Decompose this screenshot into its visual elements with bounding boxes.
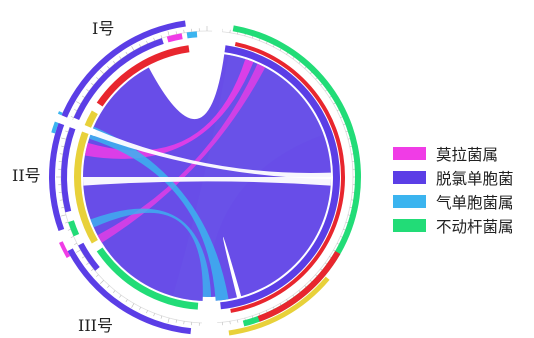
tick-mark xyxy=(61,207,65,209)
legend: 莫拉菌属 脱氯单胞菌 气单胞菌属 不动杆菌属 xyxy=(393,142,514,238)
legend-item-moraxella: 莫拉菌属 xyxy=(393,142,514,165)
legend-swatch xyxy=(393,219,426,232)
tick-mark xyxy=(107,285,110,288)
legend-swatch xyxy=(393,171,426,184)
tick-mark xyxy=(160,315,163,319)
ribbon-aeromonas-ii-iii xyxy=(89,126,229,301)
tick-mark xyxy=(167,317,170,323)
tick-mark xyxy=(139,44,141,48)
legend-label: 脱氯单胞菌 xyxy=(436,169,514,188)
tick-mark xyxy=(146,40,148,44)
arc-outer-magenta-left xyxy=(59,241,71,258)
group-label-ii: II号 xyxy=(12,166,41,185)
group-arcs xyxy=(48,9,361,338)
arc-gap-bottom xyxy=(201,296,219,338)
arc-outer-yellow-right xyxy=(228,276,330,336)
tick-mark xyxy=(175,319,177,323)
tick-mark xyxy=(131,46,135,51)
tick-mark xyxy=(100,280,104,284)
tick-mark xyxy=(76,249,81,253)
tick-mark xyxy=(167,31,170,37)
arc-inner-red-upper xyxy=(96,45,190,107)
ribbon-gap-lower xyxy=(90,128,331,180)
legend-item-acinetobacter: 不动杆菌属 xyxy=(393,214,514,237)
tick-mark xyxy=(146,310,148,314)
arc-outer-green-ii xyxy=(68,220,80,237)
tick-mark xyxy=(153,313,155,317)
tick-mark xyxy=(96,77,99,80)
tick-mark xyxy=(237,319,239,323)
tick-mark xyxy=(100,70,104,74)
tick-mark xyxy=(76,101,81,105)
arc-outer-purple-ii xyxy=(60,127,76,213)
tick-mark xyxy=(131,303,135,308)
group-label-i: I号 xyxy=(92,19,115,38)
legend-swatch xyxy=(393,195,426,208)
ribbon-gap-upper xyxy=(83,177,331,186)
arc-outer-purple-iii xyxy=(78,242,100,271)
legend-label: 气单胞菌属 xyxy=(436,193,514,212)
ribbon-aeromonas-ii-iii-b xyxy=(90,208,212,301)
tick-mark xyxy=(74,109,78,111)
tick-mark xyxy=(86,262,90,265)
tick-mark xyxy=(125,299,128,303)
legend-item-dechloromonas: 脱氯单胞菌 xyxy=(393,166,514,189)
legend-swatch xyxy=(393,147,426,160)
tick-mark xyxy=(65,130,69,133)
tick-mark xyxy=(61,145,65,147)
arc-inner-green-lower xyxy=(96,247,199,310)
arc-inner-yellow-left xyxy=(74,110,98,244)
legend-label: 莫拉菌属 xyxy=(436,145,499,164)
tick-mark xyxy=(119,56,122,60)
tick-mark xyxy=(112,61,116,64)
arc-outer-magenta-i xyxy=(166,33,183,43)
arc-outer-cyan-i xyxy=(186,31,198,39)
tick-mark xyxy=(70,236,74,238)
chord-ribbons xyxy=(82,54,331,302)
arc-outer-red-right xyxy=(257,251,341,322)
arc-gap-top xyxy=(211,9,225,58)
tick-mark xyxy=(91,82,94,86)
tick-mark xyxy=(81,95,85,98)
arc-outer-purple-i xyxy=(73,38,164,121)
tick-mark xyxy=(153,37,155,41)
tick-mark xyxy=(70,116,74,118)
tick-mark xyxy=(112,290,116,293)
tick-mark xyxy=(61,214,67,217)
tick-mark xyxy=(67,229,71,231)
tick-mark xyxy=(61,137,67,140)
tick-mark xyxy=(160,35,163,39)
ribbon-moraxella-i-ii xyxy=(84,59,254,159)
tick-mark xyxy=(96,274,99,277)
arc-gap-left xyxy=(49,111,97,136)
group-label-iii: III号 xyxy=(78,316,113,335)
tick-mark xyxy=(74,243,78,245)
tick-mark xyxy=(81,256,85,259)
tick-mark xyxy=(175,31,177,35)
tick-mark xyxy=(107,66,110,69)
tick-mark xyxy=(65,221,69,224)
tick-mark xyxy=(91,268,94,272)
tick-mark xyxy=(125,51,128,55)
legend-item-aeromonas: 气单胞菌属 xyxy=(393,190,514,213)
tick-mark xyxy=(119,294,122,298)
tick-mark xyxy=(86,89,90,92)
legend-label: 不动杆菌属 xyxy=(436,217,514,236)
tick-mark xyxy=(139,306,141,310)
